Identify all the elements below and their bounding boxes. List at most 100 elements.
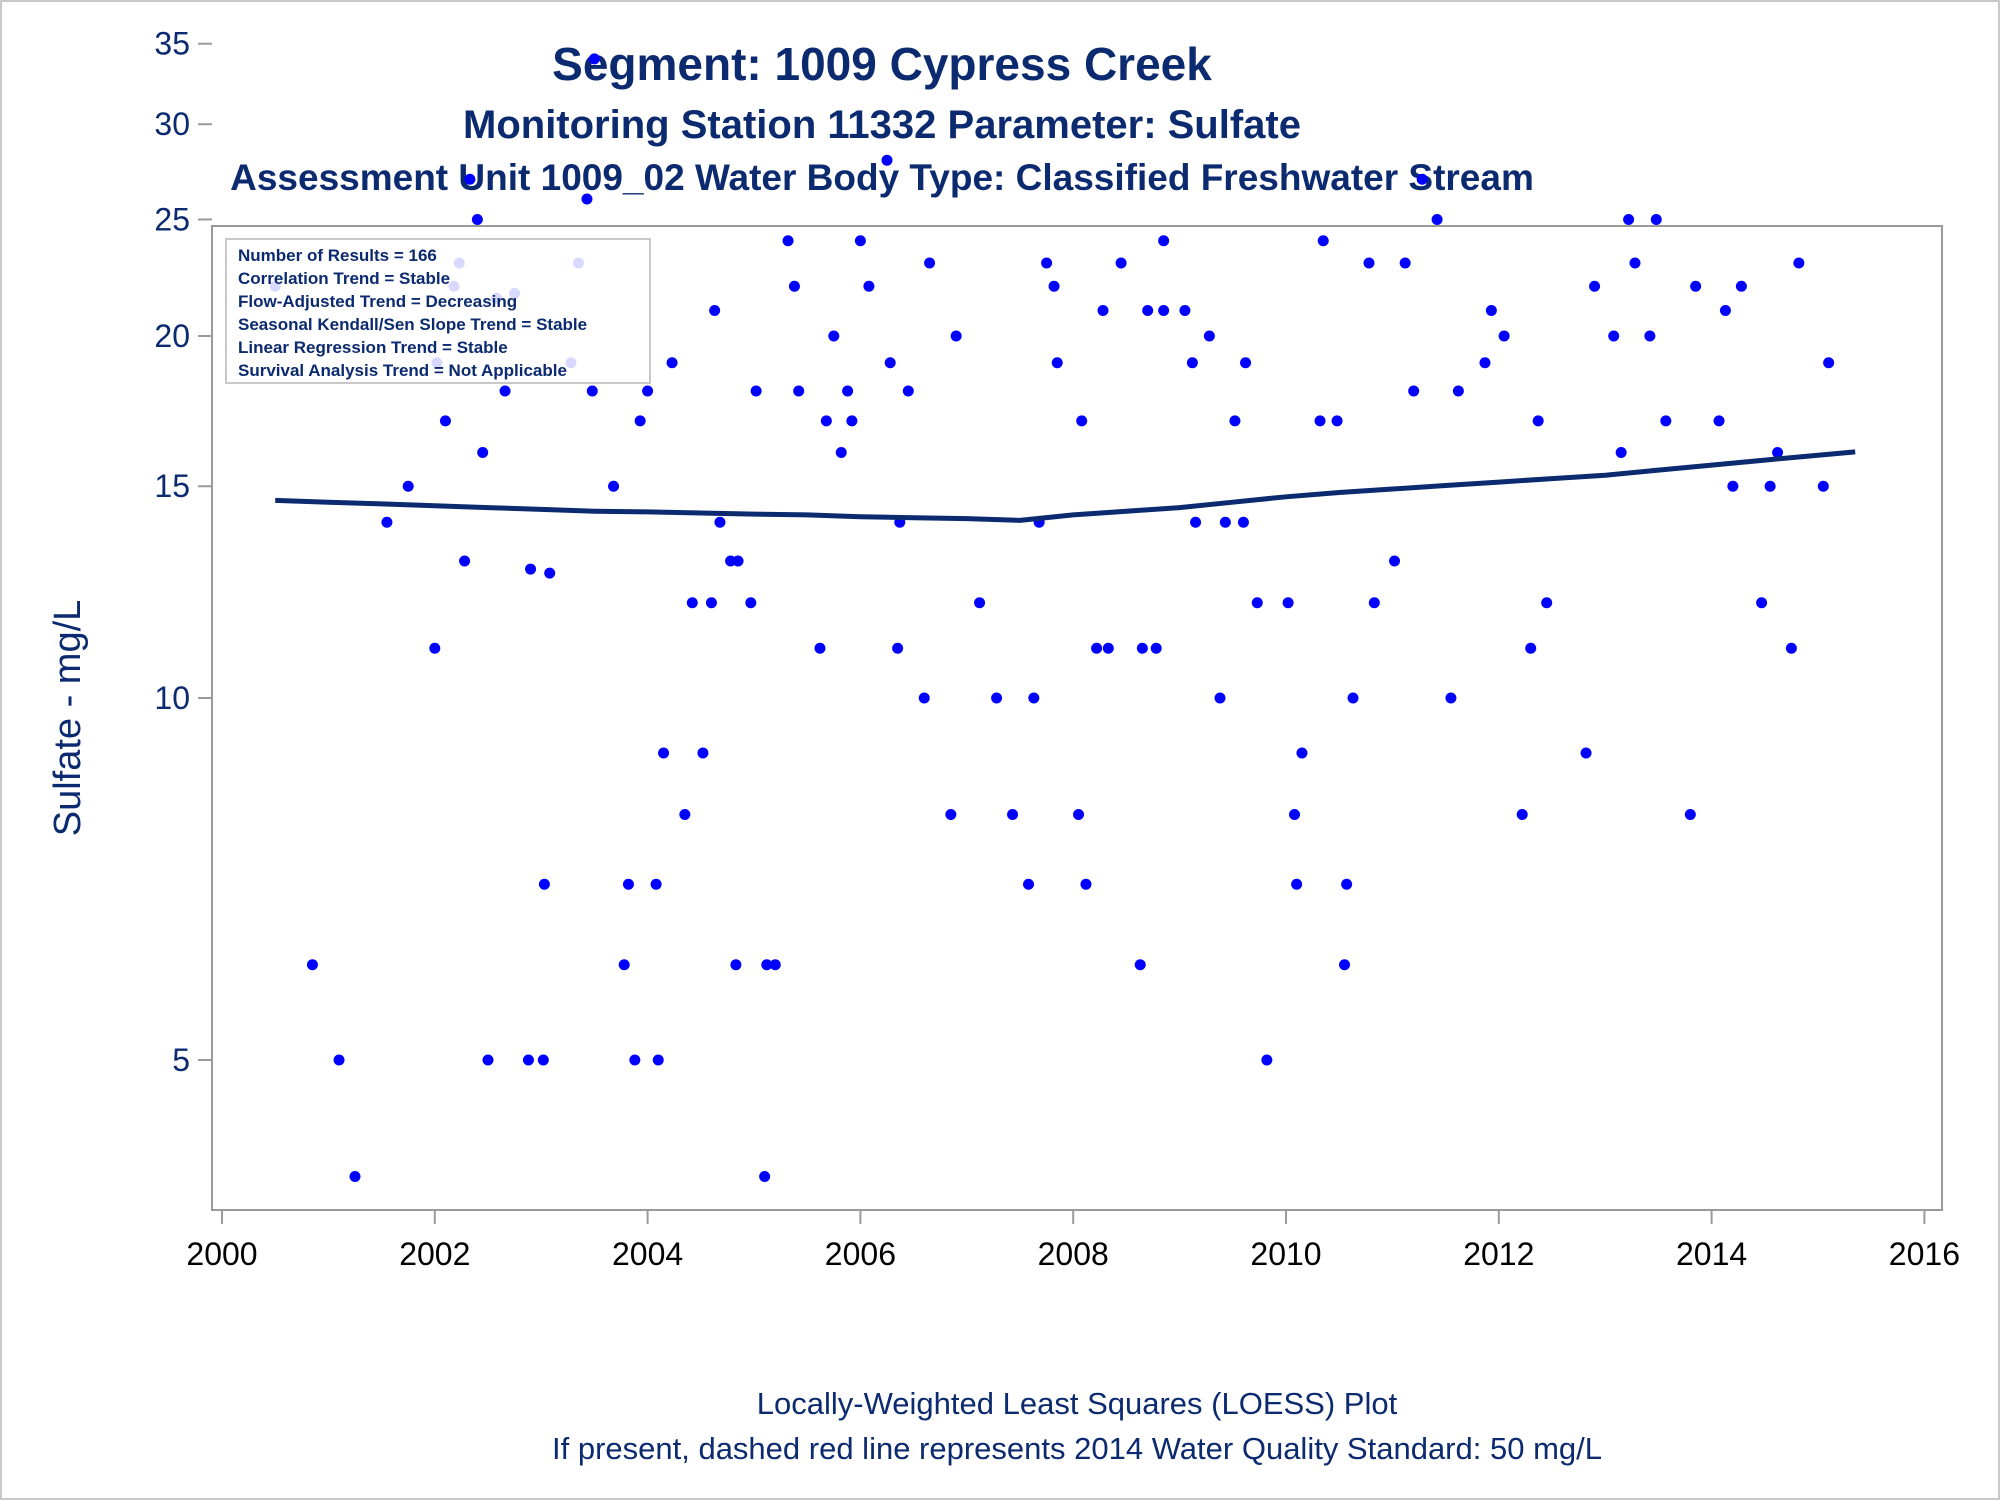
data-point: [1644, 330, 1656, 342]
data-point: [918, 692, 930, 704]
x-tick-label: 2004: [612, 1236, 683, 1272]
data-point: [1532, 415, 1544, 427]
data-point: [1102, 642, 1114, 654]
data-points: [269, 53, 1835, 1183]
data-point: [1142, 305, 1154, 317]
data-point: [1727, 480, 1739, 492]
data-point: [1445, 692, 1457, 704]
data-point: [1756, 597, 1768, 609]
data-point: [1186, 357, 1198, 369]
data-point: [1690, 280, 1702, 292]
data-point: [402, 480, 414, 492]
stat-linear-regression-trend: Linear Regression Trend = Stable: [238, 338, 508, 357]
x-tick-label: 2012: [1463, 1236, 1534, 1272]
data-point: [629, 1054, 641, 1066]
data-point: [1615, 447, 1627, 459]
data-point: [1431, 213, 1443, 225]
data-point: [679, 809, 691, 821]
data-point: [1296, 747, 1308, 759]
data-point: [525, 563, 537, 575]
chart-subtitle-2: Assessment Unit 1009_02 Water Body Type:…: [230, 157, 1534, 198]
data-point: [1282, 597, 1294, 609]
data-point: [863, 280, 875, 292]
stats-box-border: [225, 238, 651, 384]
data-point: [759, 1171, 771, 1183]
data-point: [1580, 747, 1592, 759]
chart-subtitle: Monitoring Station 11332 Parameter: Sulf…: [463, 103, 1301, 147]
y-axis-label: Sulfate - mg/L: [47, 600, 89, 837]
data-point: [608, 480, 620, 492]
data-point: [750, 385, 762, 397]
data-point: [945, 809, 957, 821]
data-point: [581, 193, 593, 205]
data-point: [1073, 809, 1085, 821]
data-point: [306, 959, 318, 971]
footnote-standard: If present, dashed red line represents 2…: [552, 1431, 1602, 1466]
data-point: [892, 642, 904, 654]
data-point: [924, 257, 936, 269]
data-point: [1229, 415, 1241, 427]
x-tick-label: 2014: [1676, 1236, 1747, 1272]
data-point: [1091, 642, 1103, 654]
data-point: [1735, 280, 1747, 292]
data-point: [828, 330, 840, 342]
data-point: [1793, 257, 1805, 269]
data-point: [1251, 597, 1263, 609]
data-point: [1237, 516, 1249, 528]
data-point: [730, 959, 742, 971]
data-point: [652, 1054, 664, 1066]
loess-trend-line: [275, 449, 1856, 523]
data-point: [439, 415, 451, 427]
data-point: [1347, 692, 1359, 704]
data-point: [1219, 516, 1231, 528]
data-point: [1399, 257, 1411, 269]
data-point: [471, 213, 483, 225]
data-point: [1485, 305, 1497, 317]
stat-seasonal-kendall-trend: Seasonal Kendall/Sen Slope Trend = Stabl…: [238, 315, 587, 334]
data-point: [1368, 597, 1380, 609]
data-point: [634, 415, 646, 427]
data-point: [1516, 809, 1528, 821]
data-point: [522, 1054, 534, 1066]
x-tick-label: 2006: [825, 1236, 896, 1272]
data-point: [1317, 235, 1329, 247]
data-point: [1134, 959, 1146, 971]
x-tick-label: 2008: [1038, 1236, 1109, 1272]
data-point: [842, 385, 854, 397]
data-point: [1291, 878, 1303, 890]
data-point: [538, 878, 550, 890]
data-point: [1660, 415, 1672, 427]
x-tick-label: 2000: [186, 1236, 257, 1272]
data-point: [1028, 692, 1040, 704]
y-tick-label: 35: [154, 26, 190, 62]
data-point: [769, 959, 781, 971]
data-point: [349, 1171, 361, 1183]
data-point: [642, 385, 654, 397]
stat-correlation-trend: Correlation Trend = Stable: [238, 269, 450, 288]
data-point: [1158, 235, 1170, 247]
data-point: [814, 642, 826, 654]
data-point: [835, 447, 847, 459]
data-point: [1048, 280, 1060, 292]
data-point: [1076, 415, 1088, 427]
data-point: [782, 235, 794, 247]
data-point: [482, 1054, 494, 1066]
data-point: [1719, 305, 1731, 317]
data-point: [464, 173, 476, 185]
y-tick-label: 20: [154, 318, 190, 354]
footnote-loess: Locally-Weighted Least Squares (LOESS) P…: [757, 1386, 1398, 1421]
data-point: [1608, 330, 1620, 342]
data-point: [714, 516, 726, 528]
data-point: [333, 1054, 345, 1066]
data-point: [902, 385, 914, 397]
data-point: [666, 357, 678, 369]
data-point: [884, 357, 896, 369]
data-point: [820, 415, 832, 427]
data-point: [1498, 330, 1510, 342]
data-point: [1589, 280, 1601, 292]
data-point: [1408, 385, 1420, 397]
data-point: [477, 447, 489, 459]
data-point: [761, 959, 773, 971]
data-point: [1051, 357, 1063, 369]
